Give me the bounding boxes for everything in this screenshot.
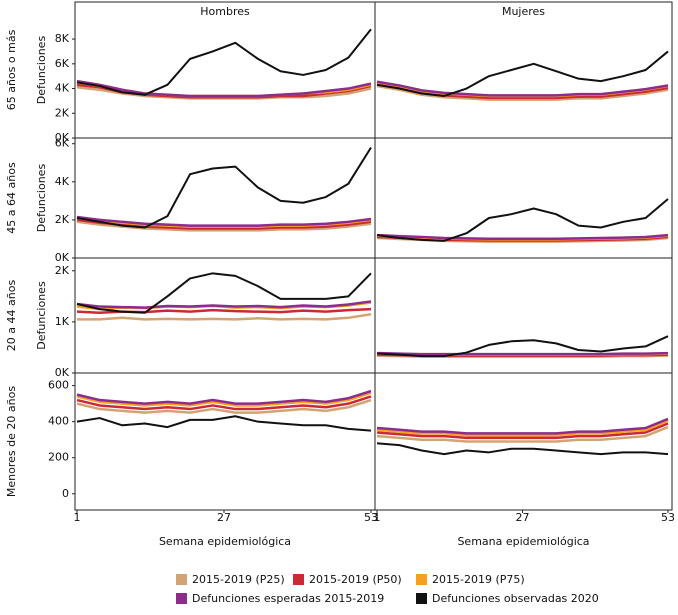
series-line <box>76 415 372 432</box>
panel-frame <box>74 372 376 511</box>
y-tick-label: 0K <box>55 131 70 144</box>
x-axis-label: Semana epidemiológica <box>457 535 589 548</box>
y-tick-label: 6K <box>55 137 70 150</box>
column-title: Hombres <box>200 5 250 18</box>
series-line <box>376 335 669 358</box>
y-tick-label: 2K <box>55 264 70 277</box>
x-tick-label: 1 <box>74 511 81 524</box>
panel-frame <box>374 1 673 139</box>
legend-label: Defunciones observadas 2020 <box>432 592 599 605</box>
y-axis-label: Defunciones <box>35 36 48 105</box>
series-line <box>376 233 669 241</box>
x-tick-label: 53 <box>661 511 675 524</box>
y-tick-label: 0K <box>55 251 70 264</box>
series-line <box>376 80 669 97</box>
series-line <box>76 398 372 414</box>
series-line <box>76 272 372 314</box>
panel-frame <box>74 1 376 139</box>
series-line <box>376 442 669 456</box>
y-tick-label: 8K <box>55 32 70 45</box>
row-label: Menores de 20 años <box>5 386 18 497</box>
legend-label: 2015-2019 (P25) <box>192 573 285 586</box>
row-label: 65 años o más <box>5 29 18 110</box>
x-tick-label: 27 <box>516 511 530 524</box>
series-line <box>376 351 669 356</box>
series-line <box>76 300 372 309</box>
row-label: 45 a 64 años <box>5 162 18 234</box>
x-tick-label: 27 <box>217 511 231 524</box>
legend-label: 2015-2019 (P75) <box>432 573 525 586</box>
y-tick-label: 0K <box>55 366 70 379</box>
y-axis-label: Defunciones <box>35 164 48 233</box>
y-tick-label: 4K <box>55 82 70 95</box>
legend-label: 2015-2019 (P50) <box>309 573 402 586</box>
legend-label: Defunciones esperadas 2015-2019 <box>192 592 384 605</box>
y-tick-label: 400 <box>48 415 69 428</box>
series-line <box>77 312 372 321</box>
x-tick-label: 53 <box>364 511 378 524</box>
series-line <box>376 50 669 97</box>
y-tick-label: 6K <box>55 57 70 70</box>
legend-swatch <box>416 593 427 604</box>
panel-frame <box>74 137 376 259</box>
row-label: 20 a 44 años <box>5 280 18 352</box>
series-line <box>376 84 669 101</box>
y-tick-label: 4K <box>55 175 70 188</box>
y-tick-label: 200 <box>48 451 69 464</box>
series-line <box>76 389 372 405</box>
x-tick-label: 1 <box>374 511 381 524</box>
panel-frame <box>374 372 673 511</box>
y-tick-label: 600 <box>48 379 69 392</box>
series-line <box>376 198 669 242</box>
legend-swatch <box>293 574 304 585</box>
x-axis-label: Semana epidemiológica <box>159 535 291 548</box>
y-tick-label: 2K <box>55 213 70 226</box>
series-line <box>76 395 372 411</box>
series-line <box>376 422 669 440</box>
legend-swatch <box>416 574 427 585</box>
legend-swatch <box>176 574 187 585</box>
series-line <box>376 425 669 443</box>
y-tick-label: 0 <box>62 487 69 500</box>
series-line <box>76 215 372 227</box>
column-title: Mujeres <box>502 5 545 18</box>
series-line <box>376 417 669 435</box>
series-line <box>76 391 372 407</box>
series-line <box>76 79 372 98</box>
y-axis-label: Defunciones <box>35 281 48 350</box>
y-tick-label: 1K <box>55 315 70 328</box>
series-line <box>76 146 372 229</box>
legend-swatch <box>176 593 187 604</box>
series-line <box>376 419 669 437</box>
series-line <box>76 28 372 96</box>
y-tick-label: 2K <box>55 106 70 119</box>
